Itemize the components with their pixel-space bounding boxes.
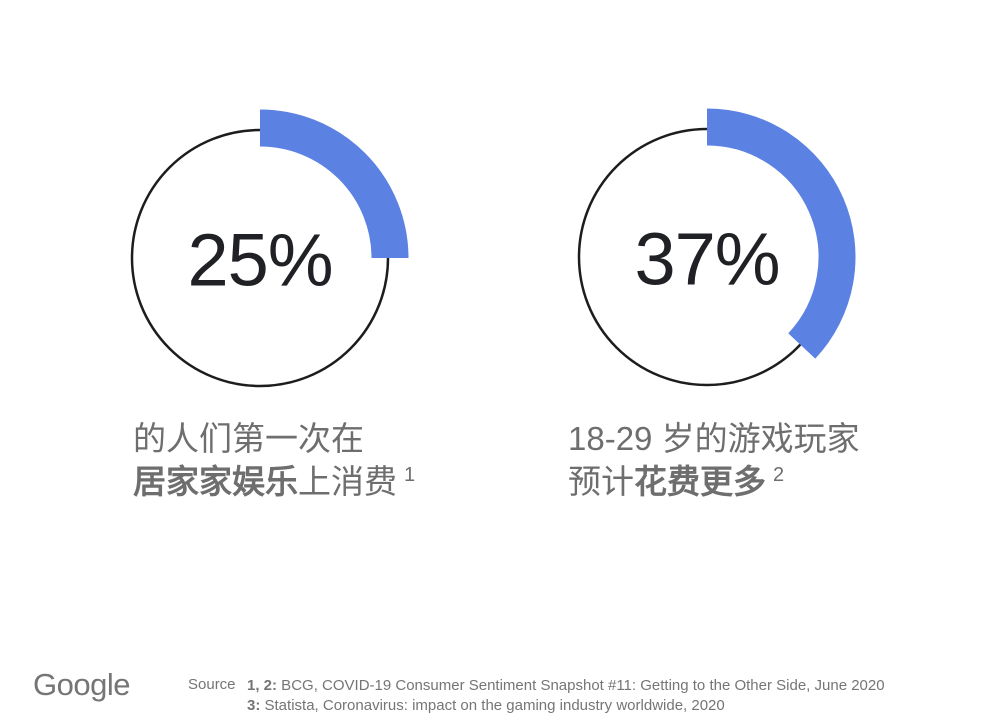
google-logo: Google [33,667,130,702]
chart-caption-right: 18-29 岁的游戏玩家 预计花费更多 2 [568,417,860,503]
caption-line2-bold: 居家家娱乐 [133,463,298,500]
source-text: Statista, Coronavirus: impact on the gam… [260,697,725,714]
footnote-reference: 1 [404,464,416,486]
caption-line1: 的人们第一次在 [133,420,364,457]
source-label: Source [188,676,236,693]
chart-caption-left: 的人们第一次在 居家家娱乐上消费 1 [133,417,415,503]
source-line-2: 3: Statista, Coronavirus: impact on the … [247,696,885,716]
percent-ring-chart-left: 25% [110,108,410,408]
percent-ring-chart-right: 37% [557,107,857,407]
percent-value-label: 37% [634,217,780,301]
caption-line2-pre: 预计 [568,463,634,500]
source-text: BCG, COVID-19 Consumer Sentiment Snapsho… [277,677,885,694]
percent-value-label: 25% [187,218,333,302]
caption-line1: 18-29 岁的游戏玩家 [568,420,860,457]
ring-progress-arc [259,109,409,259]
source-ref-bold: 1, 2: [247,677,278,694]
source-ref-bold: 3: [247,697,261,714]
ring-progress-arc [706,108,856,359]
source-line-1: 1, 2: BCG, COVID-19 Consumer Sentiment S… [247,676,885,696]
ring-chart-svg [130,109,409,388]
caption-line2-rest: 上消费 [298,463,397,500]
ring-chart-svg [577,108,856,387]
caption-line2-bold: 花费更多 [634,463,766,500]
source-citations: 1, 2: BCG, COVID-19 Consumer Sentiment S… [247,676,885,716]
footnote-reference: 2 [773,464,785,486]
